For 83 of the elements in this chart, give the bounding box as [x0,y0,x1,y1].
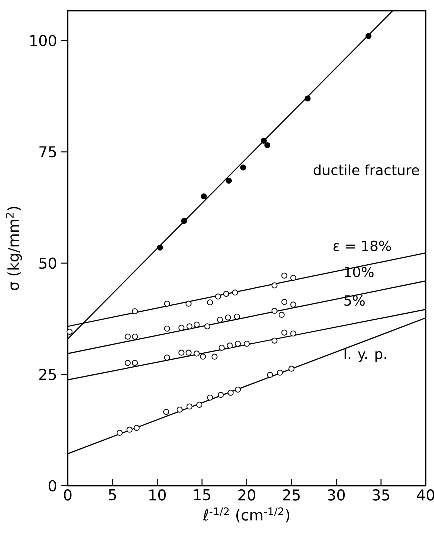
x-tick-label: 15 [194,490,210,501]
point [124,360,131,366]
point [181,218,188,224]
point [244,340,250,347]
point [176,406,183,413]
y-tick-label: 50 [40,258,56,270]
point [204,324,211,330]
point [290,275,297,282]
x-tick-label: 5 [109,490,116,501]
point [226,178,232,184]
point [366,33,372,40]
point [116,430,123,436]
point [200,354,206,360]
annotation: 10% [345,266,374,278]
point [194,350,200,357]
point [272,338,278,344]
point [212,354,218,360]
y-tick-label: 75 [40,146,56,158]
point [235,340,242,347]
point [264,142,271,148]
point [232,290,238,296]
point [164,326,170,332]
point [178,324,185,331]
annotation: l. y. p. [344,348,386,362]
point [290,330,297,337]
point [228,390,234,396]
y-tick-label: 0 [48,480,56,492]
point [282,272,288,279]
x-tick-label: 10 [150,490,166,501]
point [124,334,131,340]
point [132,334,138,340]
point [226,342,233,349]
x-axis-title: ℓ$^{-1/2}$ (cm$^{-1/2}$) [203,508,290,523]
point [267,372,274,378]
y-tick-label: 100 [30,35,56,46]
point [164,354,170,361]
x-tick-label: 30 [328,490,346,501]
point [261,138,268,144]
point [272,308,278,314]
point [304,96,311,102]
point [186,350,192,356]
point [217,316,224,323]
point [201,194,208,200]
point [194,322,200,328]
point [240,164,246,171]
point [218,344,225,351]
point [178,350,185,356]
x-tick-label: 25 [283,490,300,501]
point [164,300,170,307]
point [186,300,192,307]
point [218,392,224,398]
point [134,425,140,432]
point [272,282,278,289]
point [163,409,170,416]
point [126,426,133,433]
point [215,294,222,300]
point [225,314,232,321]
point [282,299,288,306]
point [235,386,242,393]
x-tick-label: 20 [238,490,256,501]
point [288,366,295,372]
point [207,394,214,401]
point [282,330,288,336]
y-axis-title: σ (kg/mm$^{2}$) [6,207,22,290]
point [234,314,240,320]
point [132,360,138,366]
point [186,324,193,330]
point [290,302,297,308]
point [207,300,214,306]
point [223,291,230,298]
y-tick-label: 25 [40,369,56,380]
point [132,308,138,314]
point [277,370,284,376]
x-tick-label: 0 [64,490,72,501]
x-tick-label: 35 [372,490,390,501]
point [157,244,164,251]
point [66,328,73,335]
annotation: 5% [344,295,365,306]
annotation: ductile fracture [314,164,420,176]
point [186,404,193,410]
point [196,402,203,408]
annotation: ε = 18% [334,240,392,252]
point [278,312,285,318]
